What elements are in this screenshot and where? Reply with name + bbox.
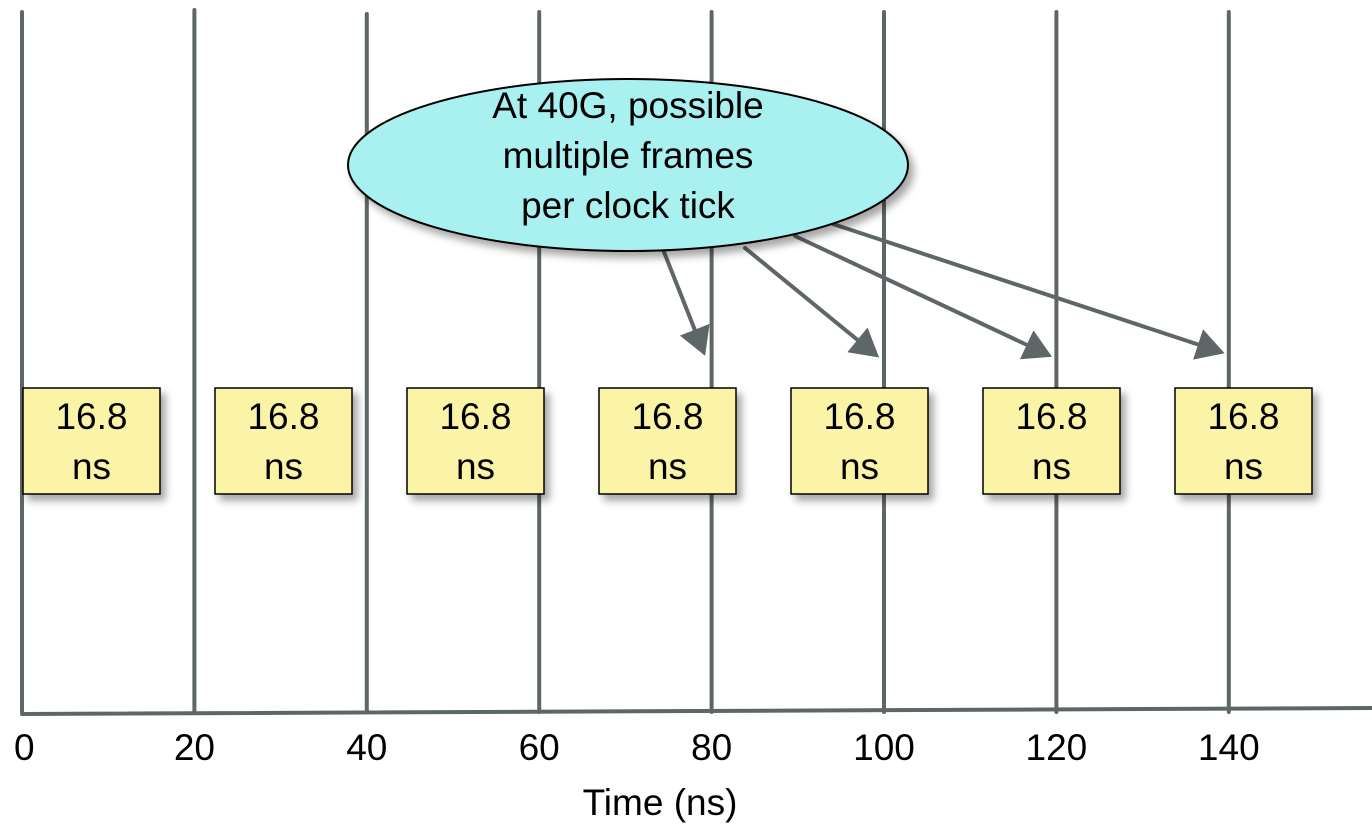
frame-value: 16.8	[1207, 396, 1279, 437]
callout-line-1: At 40G, possible	[492, 85, 763, 126]
frame-rect	[1174, 387, 1313, 495]
frame-box-6: 16.8 ns	[982, 387, 1121, 495]
tick-label-40: 40	[346, 727, 387, 768]
frame-unit: ns	[72, 446, 111, 487]
frame-value: 16.8	[247, 396, 319, 437]
frame-rect	[982, 387, 1121, 495]
callout-line-3: per clock tick	[521, 185, 735, 226]
frame-unit: ns	[840, 446, 879, 487]
callout-ellipse	[347, 78, 909, 252]
callout-arrow-100	[743, 246, 880, 358]
callout-bubble: At 40G, possible multiple frames per clo…	[347, 78, 909, 252]
frame-value: 16.8	[55, 396, 127, 437]
time-axis	[20, 706, 1372, 716]
tick-labels: 0 20 40 60 80 100 120 140	[14, 727, 1260, 768]
tick-label-60: 60	[519, 727, 560, 768]
frame-unit: ns	[648, 446, 687, 487]
callout-arrow-80	[662, 250, 710, 356]
tick-label-140: 140	[1198, 727, 1260, 768]
frame-value: 16.8	[1015, 396, 1087, 437]
frame-box-2: 16.8 ns	[214, 387, 353, 495]
frame-box-7: 16.8 ns	[1174, 387, 1313, 495]
frame-box-1: 16.8 ns	[22, 387, 161, 495]
tick-label-100: 100	[853, 727, 915, 768]
frame-rect	[790, 387, 929, 495]
frame-unit: ns	[1032, 446, 1071, 487]
frame-value: 16.8	[439, 396, 511, 437]
frame-box-4: 16.8 ns	[598, 387, 737, 495]
callout-arrow-120	[793, 234, 1053, 360]
frame-unit: ns	[1224, 446, 1263, 487]
frame-rect	[598, 387, 737, 495]
axis-title: Time (ns)	[583, 782, 738, 823]
frame-box-5: 16.8 ns	[790, 387, 929, 495]
frame-rect	[214, 387, 353, 495]
callout-line-2: multiple frames	[503, 135, 754, 176]
callout-arrow-140	[831, 222, 1225, 360]
tick-label-120: 120	[1026, 727, 1088, 768]
frames: 16.8ns16.8ns16.8ns16.8ns16.8ns16.8ns16.8…	[22, 387, 1313, 495]
frame-unit: ns	[456, 446, 495, 487]
frame-rect	[406, 387, 545, 495]
callout-arrows	[662, 222, 1225, 360]
tick-label-0: 0	[14, 727, 35, 768]
frame-value: 16.8	[631, 396, 703, 437]
tick-label-20: 20	[174, 727, 215, 768]
frame-rect	[22, 387, 161, 495]
frame-unit: ns	[264, 446, 303, 487]
frame-box-3: 16.8 ns	[406, 387, 545, 495]
frame-value: 16.8	[823, 396, 895, 437]
tick-label-80: 80	[691, 727, 732, 768]
